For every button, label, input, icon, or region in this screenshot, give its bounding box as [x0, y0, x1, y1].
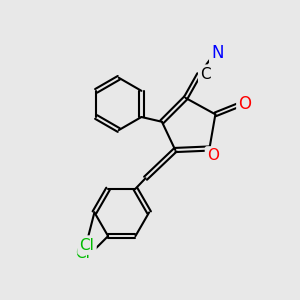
Text: Cl: Cl: [75, 246, 90, 261]
Text: N: N: [212, 44, 224, 62]
Text: Cl: Cl: [80, 238, 94, 253]
Text: O: O: [207, 148, 219, 164]
Text: C: C: [200, 67, 211, 82]
Text: O: O: [238, 95, 252, 113]
